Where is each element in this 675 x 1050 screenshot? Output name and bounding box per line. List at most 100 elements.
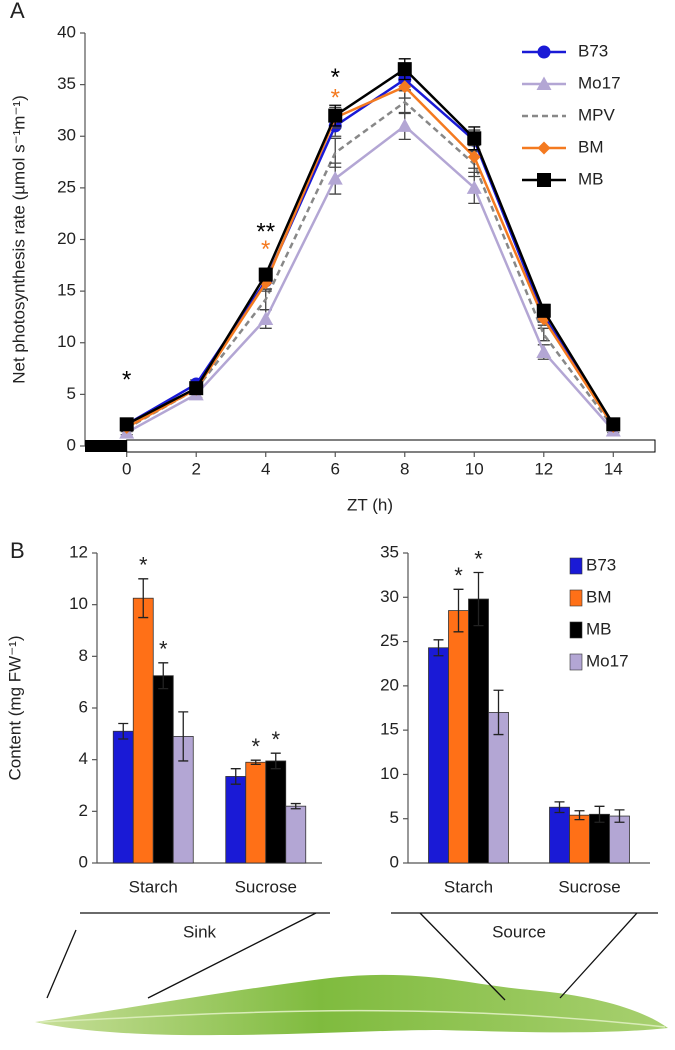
bar — [225, 776, 247, 864]
legend-label: MB — [586, 619, 612, 638]
x-tick-label: 0 — [122, 459, 131, 478]
y-tick-label: 5 — [390, 808, 399, 827]
series-line — [126, 85, 615, 429]
point — [467, 131, 482, 146]
legend-swatch — [569, 557, 583, 575]
x-tick-label: 4 — [261, 459, 270, 478]
significance-mark: * — [261, 236, 270, 263]
y-tick-label: 0 — [390, 852, 399, 871]
leaf-illustration — [35, 974, 668, 1036]
point — [327, 171, 343, 185]
error-bar — [614, 809, 625, 823]
significance-mark: * — [474, 546, 483, 571]
error-bar — [493, 689, 504, 736]
significance-mark: * — [271, 727, 280, 752]
y-tick-label: 8 — [79, 646, 88, 665]
y-tick-label: 15 — [57, 281, 76, 300]
error-bar — [594, 805, 605, 823]
point — [328, 108, 343, 123]
error-bar — [230, 768, 241, 785]
y-tick-label: 4 — [79, 749, 88, 768]
series-line — [126, 77, 615, 427]
y-tick-label: 12 — [69, 542, 88, 561]
bar — [245, 761, 267, 864]
bar — [468, 598, 489, 864]
error-bar — [433, 639, 444, 657]
y-tick-label: 10 — [380, 764, 399, 783]
legend-marker — [536, 76, 552, 90]
point — [466, 180, 482, 194]
panel-label: B — [10, 538, 25, 563]
point — [258, 311, 274, 326]
y-tick-label: 2 — [79, 801, 88, 820]
legend-label: Mo17 — [578, 73, 621, 92]
x-tick-label: 10 — [465, 459, 484, 478]
point — [467, 150, 481, 164]
y-tick-label: 10 — [57, 332, 76, 351]
dark-period — [85, 440, 127, 452]
x-axis-label: ZT (h) — [347, 495, 393, 514]
y-tick-label: 30 — [57, 126, 76, 145]
legend-marker — [537, 141, 551, 155]
bar — [569, 814, 590, 864]
bar — [152, 675, 174, 864]
y-tick-label: 35 — [380, 542, 399, 561]
panel-label: A — [10, 0, 25, 23]
legend-label: B73 — [586, 555, 616, 574]
error-bar — [554, 801, 565, 814]
x-tick-label: Starch — [444, 877, 493, 896]
leaf-pointers — [46, 912, 638, 1001]
error-bar — [178, 711, 189, 762]
point — [536, 303, 551, 318]
point — [119, 417, 134, 432]
error-bar — [473, 571, 484, 627]
group-label: Source — [492, 922, 546, 941]
series-line — [126, 67, 615, 426]
y-tick-label: 25 — [57, 177, 76, 196]
error-bar — [250, 759, 261, 765]
group-label: Sink — [183, 922, 217, 941]
significance-mark: * — [139, 553, 148, 578]
legend-swatch — [569, 653, 583, 671]
legend-swatch — [569, 589, 583, 607]
x-tick-label: Starch — [129, 877, 178, 896]
x-tick-label: Sucrose — [235, 877, 297, 896]
point — [398, 80, 412, 94]
legend-label: MB — [578, 169, 604, 188]
legend-marker — [537, 173, 551, 187]
significance-mark: * — [331, 84, 340, 111]
error-bar — [290, 802, 301, 810]
y-tick-label: 30 — [380, 587, 399, 606]
bar — [265, 760, 287, 864]
significance-mark: * — [331, 64, 340, 91]
bar — [285, 805, 307, 864]
y-axis-label: Net photosynthesis rate (µmol s⁻¹m⁻¹) — [9, 95, 28, 384]
bar — [428, 647, 449, 864]
x-tick-label: Sucrose — [558, 877, 620, 896]
y-tick-label: 15 — [380, 720, 399, 739]
series-line — [126, 124, 615, 434]
error-bar — [574, 810, 585, 821]
point — [397, 118, 413, 132]
y-tick-label: 40 — [57, 22, 76, 41]
significance-mark: ** — [256, 219, 275, 246]
y-tick-label: 20 — [380, 675, 399, 694]
y-tick-label: 10 — [69, 594, 88, 613]
x-tick-label: 2 — [191, 459, 200, 478]
bar — [112, 730, 134, 864]
bar — [448, 610, 469, 864]
error-bar — [138, 578, 149, 619]
y-tick-label: 35 — [57, 74, 76, 93]
point — [606, 417, 621, 432]
y-tick-label: 25 — [380, 631, 399, 650]
x-tick-label: 14 — [604, 459, 623, 478]
significance-mark: * — [251, 734, 260, 759]
x-tick-label: 12 — [534, 459, 553, 478]
legend-swatch — [569, 621, 583, 639]
legend-label: BM — [578, 137, 604, 156]
significance-mark: * — [159, 637, 168, 662]
error-bar — [453, 588, 464, 633]
legend-label: MPV — [578, 105, 616, 124]
y-tick-label: 20 — [57, 229, 76, 248]
